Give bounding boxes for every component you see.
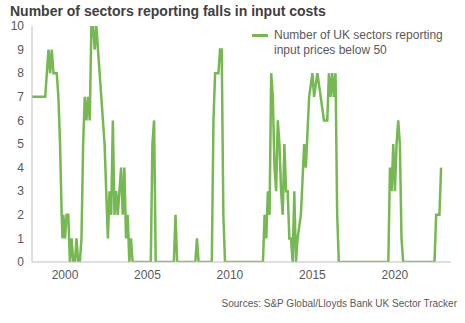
svg-text:2: 2 (17, 208, 24, 222)
svg-text:10: 10 (11, 19, 25, 33)
svg-text:0: 0 (17, 255, 24, 269)
svg-text:2015: 2015 (299, 268, 326, 282)
svg-text:6: 6 (17, 114, 24, 128)
svg-text:5: 5 (17, 137, 24, 151)
html-text:Number of UK sectors reporting: Number of UK sectors reporting input pri… (274, 28, 443, 57)
svg-text:2000: 2000 (52, 268, 79, 282)
svg-text:2005: 2005 (134, 268, 161, 282)
svg-text:1: 1 (17, 232, 24, 246)
html-text:Sources: S&P Global/Lloyds Ban: Sources: S&P Global/Lloyds Bank UK Secto… (221, 298, 457, 309)
svg-text:8: 8 (17, 66, 24, 80)
svg-text:9: 9 (17, 43, 24, 57)
svg-text:2020: 2020 (382, 268, 409, 282)
svg-text:7: 7 (17, 90, 24, 104)
html-text:Number of sectors reporting fa: Number of sectors reporting falls in inp… (10, 3, 326, 19)
svg-text:4: 4 (17, 161, 24, 175)
svg-text:3: 3 (17, 184, 24, 198)
svg-text:2010: 2010 (217, 268, 244, 282)
